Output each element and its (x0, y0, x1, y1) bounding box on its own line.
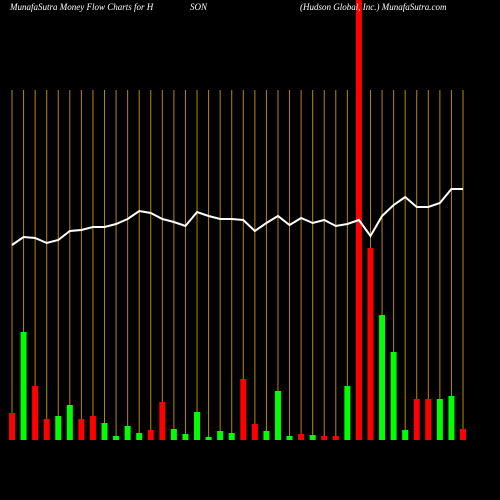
bar (367, 248, 374, 440)
bar (413, 399, 420, 440)
bar (182, 434, 189, 440)
bar (402, 430, 409, 440)
bar (436, 399, 443, 440)
chart-title: (Hudson Global, Inc.) MunafaSutra.com (300, 2, 447, 12)
bar (460, 429, 466, 440)
bar (66, 405, 73, 440)
bar (217, 431, 224, 440)
bar (9, 413, 15, 440)
line (11, 188, 463, 246)
bar (286, 436, 293, 440)
bar (124, 426, 131, 440)
bar (20, 332, 27, 440)
bar (274, 391, 281, 440)
chart-title: MunafaSutra Money Flow Charts for H (9, 2, 154, 12)
bar (159, 402, 166, 440)
bar (228, 433, 235, 440)
bar (55, 416, 62, 440)
bar (390, 352, 397, 440)
bar (309, 435, 316, 440)
chart-title: SON (190, 2, 208, 12)
bar (251, 424, 258, 440)
bar (43, 419, 50, 440)
bar (89, 416, 96, 440)
bar (205, 437, 212, 440)
bar (425, 399, 432, 440)
bar (147, 430, 154, 440)
bar (263, 431, 270, 440)
bar (321, 436, 328, 440)
bar (101, 423, 108, 440)
bar (136, 433, 143, 440)
bar (298, 434, 305, 440)
bar (32, 386, 39, 440)
bar (194, 412, 201, 440)
bar (332, 436, 339, 440)
bar (170, 429, 177, 440)
bar (78, 419, 85, 440)
bar (379, 315, 386, 440)
bar (240, 379, 247, 440)
bar (448, 396, 455, 440)
bar (113, 436, 120, 440)
bar (344, 386, 351, 440)
